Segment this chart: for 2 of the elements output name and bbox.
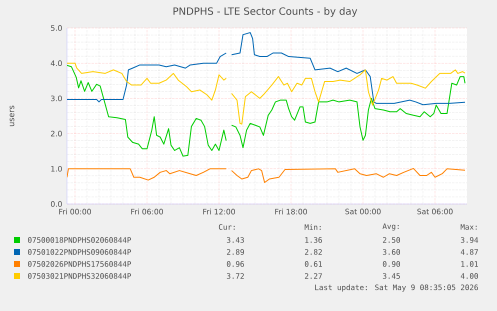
y-axis-title: users — [10, 106, 14, 126]
chart-title: PNDPHS - LTE Sector Counts - by day — [174, 7, 358, 17]
